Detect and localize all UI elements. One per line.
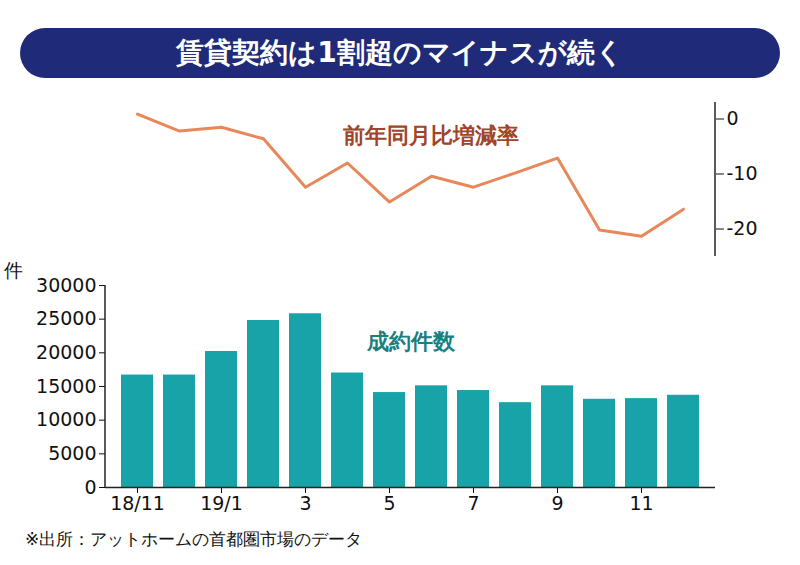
svg-text:前年同月比増減率: 前年同月比増減率: [342, 123, 519, 148]
svg-text:5: 5: [383, 492, 395, 514]
svg-text:0: 0: [727, 107, 739, 129]
svg-text:20000: 20000: [36, 341, 96, 363]
svg-text:15000: 15000: [36, 375, 96, 397]
svg-text:5000: 5000: [48, 442, 96, 464]
svg-text:11: 11: [629, 492, 653, 514]
svg-text:-10: -10: [727, 162, 758, 184]
svg-text:18/11: 18/11: [110, 492, 165, 514]
html-text:賃貸契約は1割超のマイナスが続く: 賃貸契約は1割超のマイナスが続く: [176, 36, 624, 69]
svg-text:-20: -20: [727, 217, 758, 239]
svg-text:7: 7: [467, 492, 479, 514]
svg-text:3: 3: [299, 492, 311, 514]
svg-text:10000: 10000: [36, 408, 96, 430]
svg-text:25000: 25000: [36, 307, 96, 329]
svg-text:件: 件: [4, 260, 23, 281]
svg-text:19/1: 19/1: [200, 492, 243, 514]
svg-text:0: 0: [84, 476, 96, 498]
svg-text:30000: 30000: [36, 274, 96, 296]
html-text:※出所：アットホームの首都圏市場のデータ: ※出所：アットホームの首都圏市場のデータ: [25, 529, 363, 549]
svg-text:9: 9: [551, 492, 563, 514]
svg-text:成約件数: 成約件数: [366, 329, 456, 354]
